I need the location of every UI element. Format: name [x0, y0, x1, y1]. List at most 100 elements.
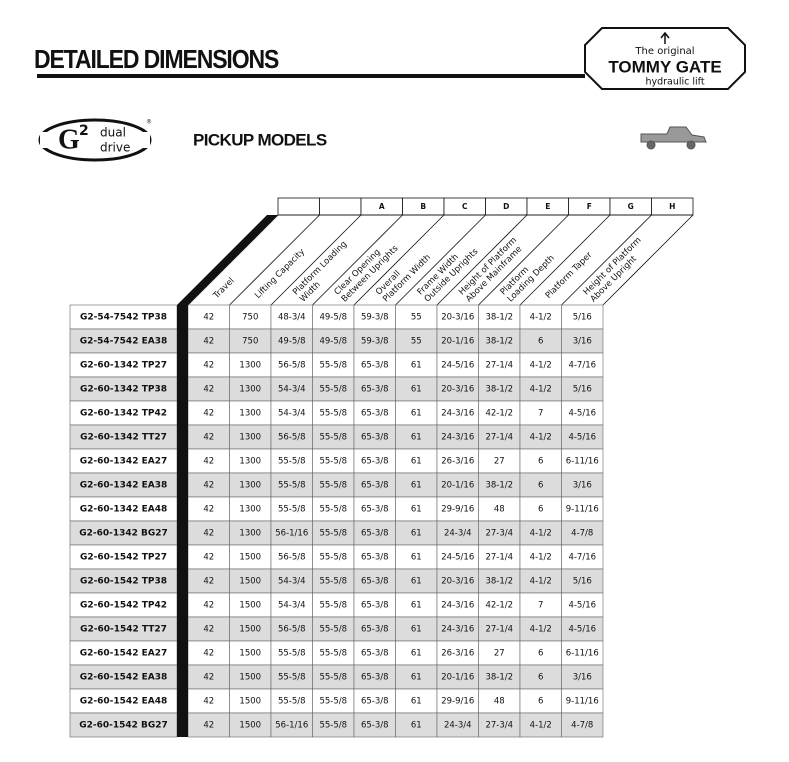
data-cell [229, 352, 272, 378]
cell-value: 59-3/8 [361, 313, 389, 323]
data-cell [561, 304, 604, 330]
cell-value: 4-7/8 [571, 529, 593, 539]
data-cell [312, 352, 355, 378]
cell-value: 55-5/8 [319, 601, 347, 611]
cell-value: 1500 [239, 553, 261, 563]
cell-value: 20-3/16 [441, 385, 474, 395]
truck-icon [640, 126, 707, 150]
data-cell [561, 472, 604, 498]
data-cell [478, 712, 521, 738]
data-cell [270, 424, 313, 450]
data-cell [270, 616, 313, 642]
cell-value: 42 [203, 649, 214, 659]
data-cell [561, 568, 604, 594]
cell-value: 55-5/8 [319, 553, 347, 563]
cell-value: 65-3/8 [361, 481, 389, 491]
cell-value: 59-3/8 [361, 337, 389, 347]
data-cell [561, 664, 604, 690]
cell-value: 4-5/16 [568, 625, 596, 635]
data-cell [519, 568, 562, 594]
header-divider [312, 214, 403, 306]
cell-value: 4-7/8 [571, 721, 593, 731]
data-cell [187, 376, 230, 402]
cell-value: 55-5/8 [278, 697, 306, 707]
data-cell [436, 424, 479, 450]
model-cell [69, 592, 178, 618]
data-cell [187, 304, 230, 330]
data-cell [187, 592, 230, 618]
cell-value: 56-5/8 [278, 625, 306, 635]
data-cell [561, 328, 604, 354]
data-cell [270, 400, 313, 426]
cell-value: 42 [203, 361, 214, 371]
data-cell [478, 568, 521, 594]
model-cell [69, 376, 178, 402]
cell-value: 42 [203, 625, 214, 635]
column-letter: H [669, 202, 675, 211]
data-cell [270, 304, 313, 330]
g2-line1: dual [100, 126, 126, 140]
data-cell [478, 400, 521, 426]
letter-box [319, 197, 362, 216]
data-cell [519, 640, 562, 666]
cell-value: 6 [538, 481, 543, 491]
cell-value: 38-1/2 [485, 481, 513, 491]
section-title: PICKUP MODELS [193, 130, 327, 149]
column-letter: B [420, 202, 426, 211]
cell-value: 65-3/8 [361, 433, 389, 443]
data-cell [229, 376, 272, 402]
data-cell [270, 376, 313, 402]
model-name: G2-60-1342 EA48 [80, 505, 167, 515]
column-letter: A [379, 202, 385, 211]
data-cell [353, 640, 396, 666]
data-cell [353, 496, 396, 522]
data-cell [187, 664, 230, 690]
data-cell [519, 712, 562, 738]
cell-value: 61 [411, 649, 422, 659]
cell-value: 55-5/8 [319, 457, 347, 467]
cell-value: 6 [538, 457, 543, 467]
cell-value: 61 [411, 505, 422, 515]
model-name: G2-60-1342 TT27 [80, 433, 167, 443]
model-name: G2-60-1542 TP38 [80, 577, 167, 587]
cell-value: 38-1/2 [485, 673, 513, 683]
cell-value: 65-3/8 [361, 577, 389, 587]
cell-value: 1300 [239, 361, 261, 371]
data-cell [229, 688, 272, 714]
cell-value: 6 [538, 505, 543, 515]
brand-name: TOMMY GATE [608, 57, 721, 76]
title-rule [37, 74, 585, 78]
cell-value: 4-1/2 [530, 385, 552, 395]
cell-value: 24-3/16 [441, 433, 474, 443]
cell-value: 20-1/16 [441, 673, 474, 683]
cell-value: 55-5/8 [319, 409, 347, 419]
data-cell [270, 352, 313, 378]
cell-value: 20-1/16 [441, 481, 474, 491]
g2-logo: G 2 dual drive ® [38, 118, 152, 162]
cell-value: 56-1/16 [275, 529, 308, 539]
cell-value: 1500 [239, 625, 261, 635]
cell-value: 55-5/8 [319, 385, 347, 395]
cell-value: 61 [411, 625, 422, 635]
cell-value: 61 [411, 601, 422, 611]
model-cell [69, 640, 178, 666]
data-cell [229, 592, 272, 618]
data-cell [312, 376, 355, 402]
cell-value: 4-1/2 [530, 577, 552, 587]
model-name: G2-54-7542 EA38 [80, 337, 167, 347]
cell-value: 24-3/4 [444, 529, 472, 539]
data-cell [478, 544, 521, 570]
cell-value: 42 [203, 553, 214, 563]
cell-value: 38-1/2 [485, 577, 513, 587]
data-cell [270, 568, 313, 594]
cell-value: 61 [411, 553, 422, 563]
data-cell [395, 376, 438, 402]
cell-value: 24-3/4 [444, 721, 472, 731]
data-cell [561, 448, 604, 474]
cell-value: 55-5/8 [319, 577, 347, 587]
cell-value: 26-3/16 [441, 457, 474, 467]
data-cell [478, 496, 521, 522]
cell-value: 4-7/16 [568, 553, 596, 563]
cell-value: 55-5/8 [319, 649, 347, 659]
